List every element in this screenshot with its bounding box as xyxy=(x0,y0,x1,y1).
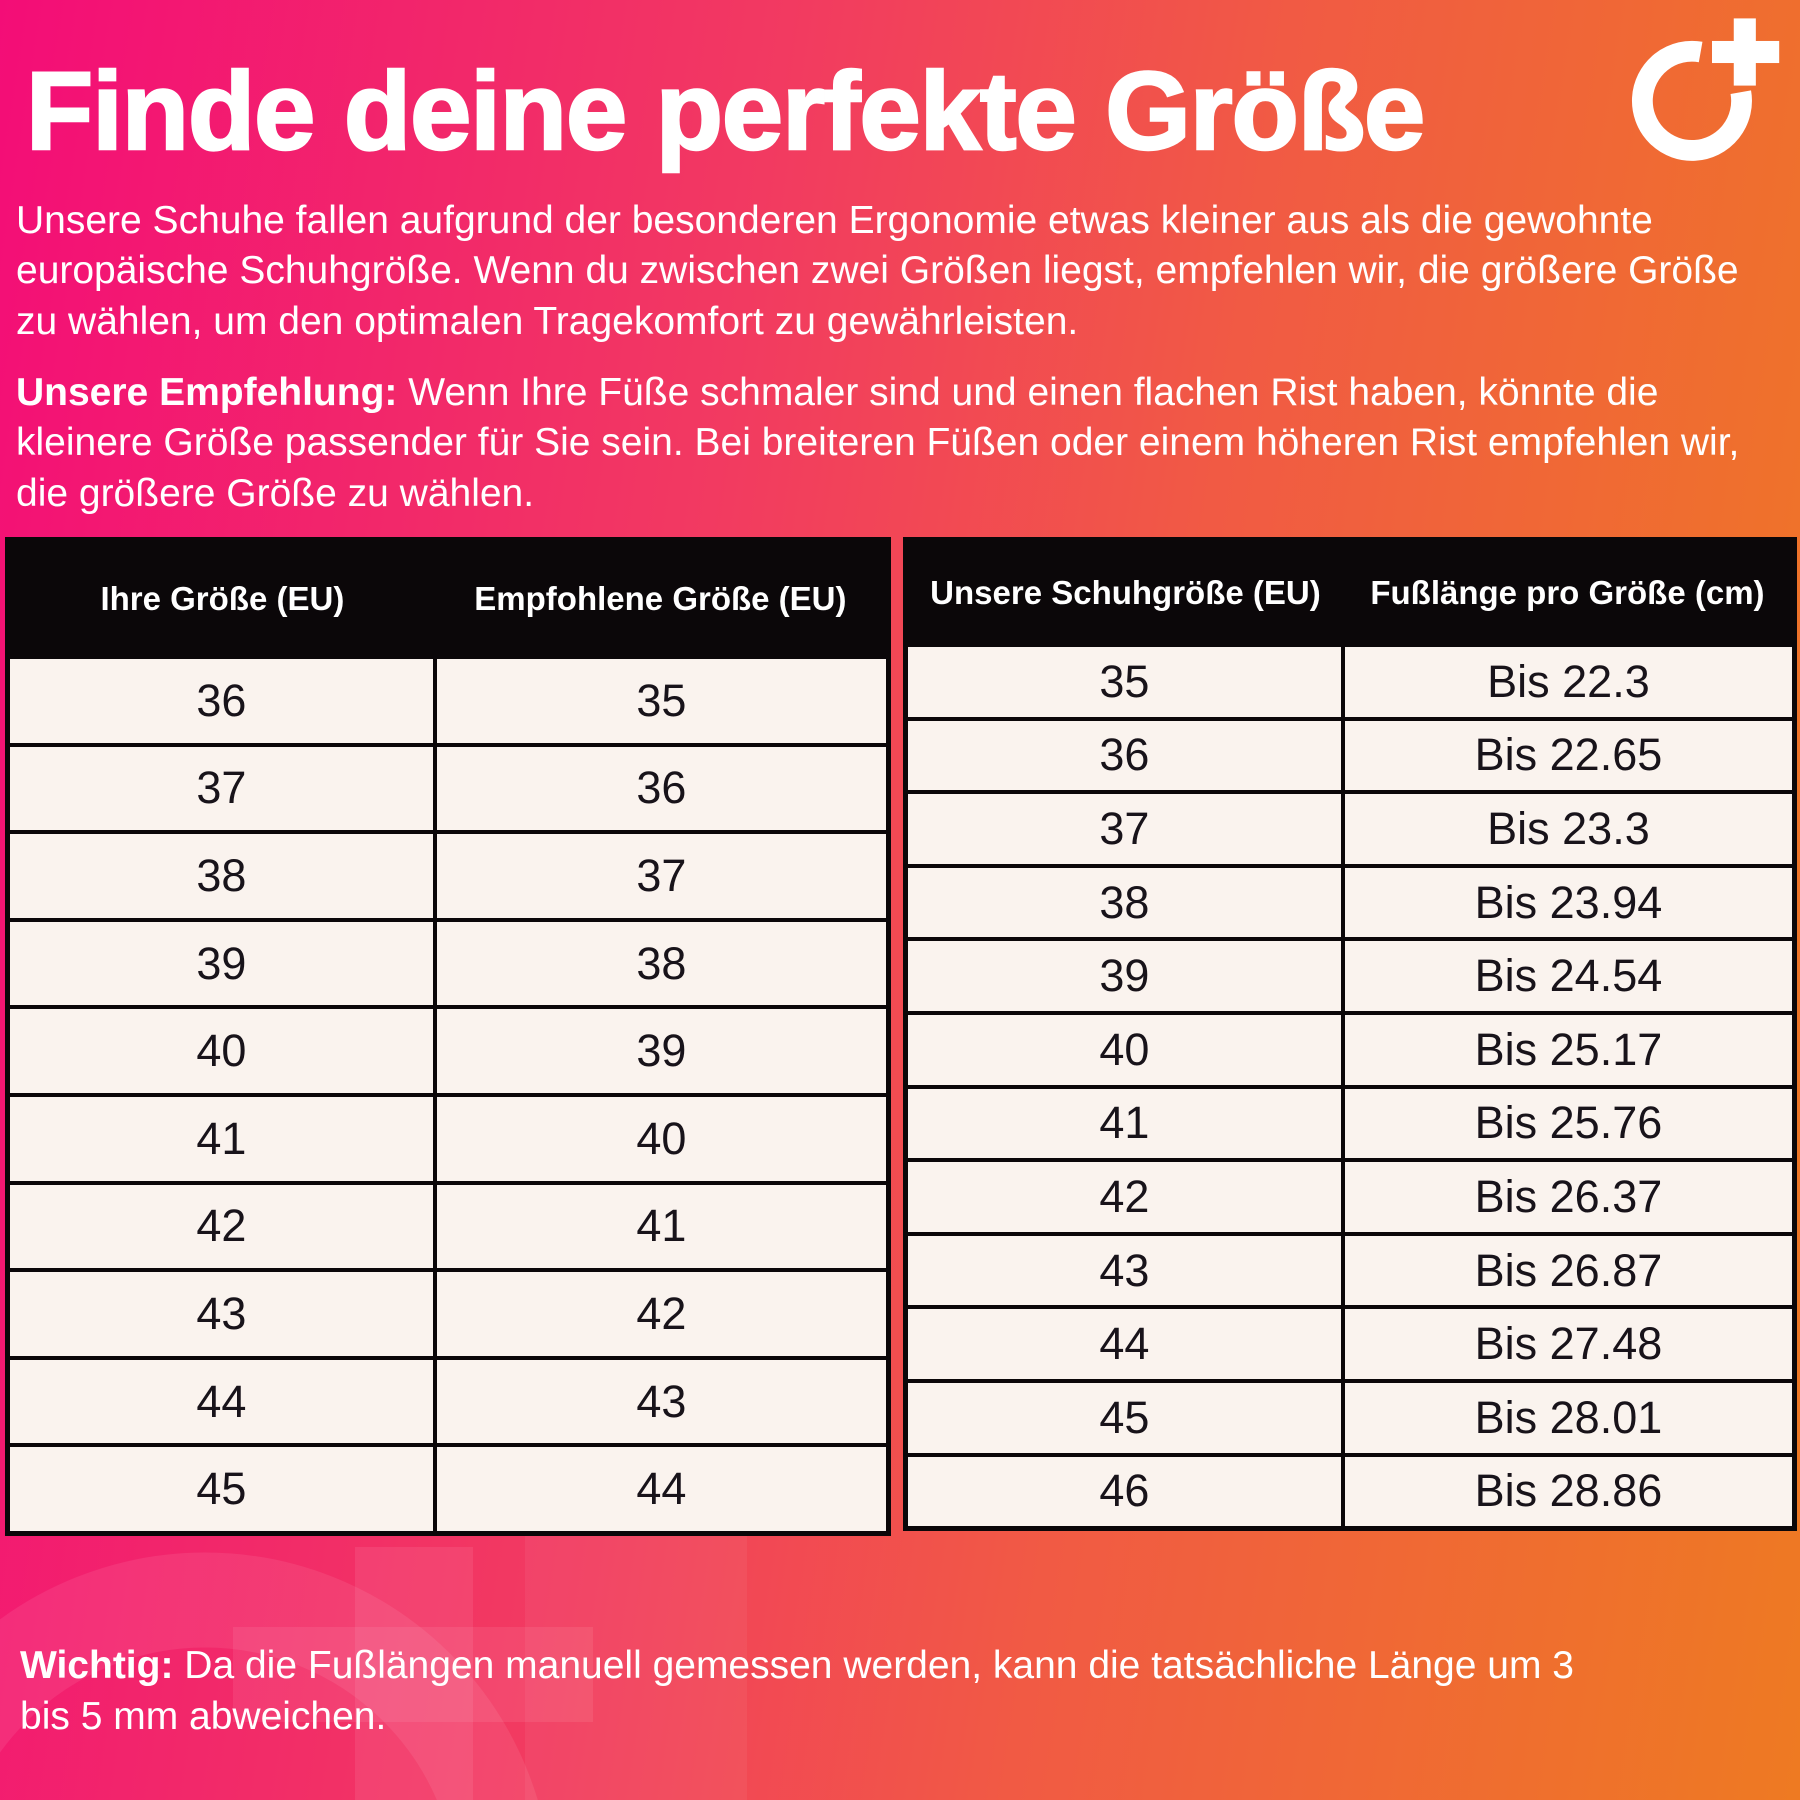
recommended-size-cell: 41 xyxy=(432,1180,891,1273)
important-note-label: Wichtig: xyxy=(20,1644,174,1687)
size-conversion-table: Ihre Größe (EU) Empfohlene Größe (EU) 36… xyxy=(5,537,891,1536)
important-note-body: Da die Fußlängen manuell gemessen werden… xyxy=(20,1644,1574,1739)
length-table-row: 41 Bis 25.76 xyxy=(903,1084,1797,1163)
recommended-size-cell: 39 xyxy=(432,1005,891,1097)
intro-text: Unsere Schuhe fallen aufgrund der besond… xyxy=(16,199,1739,343)
length-table-header-our-size: Unsere Schuhgröße (EU) xyxy=(905,539,1343,645)
length-table-row: 39 Bis 24.54 xyxy=(903,937,1797,1015)
our-size-cell: 36 xyxy=(903,716,1345,795)
foot-length-cell: Bis 25.17 xyxy=(1340,1010,1797,1089)
length-table-row: 42 Bis 26.37 xyxy=(903,1158,1797,1236)
your-size-cell: 45 xyxy=(5,1443,437,1536)
our-size-cell: 39 xyxy=(903,937,1345,1015)
length-table-row: 45 Bis 28.01 xyxy=(903,1378,1797,1457)
foot-length-cell: Bis 24.54 xyxy=(1340,937,1797,1015)
recommendation-text: Unsere Empfehlung: Wenn Ihre Füße schmal… xyxy=(16,368,1756,519)
important-note: Wichtig: Da die Fußlängen manuell gemess… xyxy=(20,1640,1600,1743)
size-table-header-row: Ihre Größe (EU) Empfohlene Größe (EU) xyxy=(7,539,889,657)
foot-length-cell: Bis 25.76 xyxy=(1340,1084,1797,1163)
recommended-size-cell: 38 xyxy=(432,917,891,1010)
our-size-cell: 35 xyxy=(903,643,1345,721)
your-size-cell: 36 xyxy=(5,655,437,747)
size-table-row: 37 36 xyxy=(5,742,891,835)
our-size-cell: 42 xyxy=(903,1158,1345,1236)
foot-length-cell: Bis 22.3 xyxy=(1340,643,1797,721)
your-size-cell: 39 xyxy=(5,917,437,1010)
page-title: Finde deine perfekte Größe xyxy=(25,49,1427,175)
your-size-cell: 40 xyxy=(5,1005,437,1097)
size-table-row: 42 41 xyxy=(5,1180,891,1273)
your-size-cell: 41 xyxy=(5,1092,437,1185)
size-table-header-your-size: Ihre Größe (EU) xyxy=(7,539,435,657)
your-size-cell: 42 xyxy=(5,1180,437,1273)
size-table-row: 39 38 xyxy=(5,917,891,1010)
our-size-cell: 44 xyxy=(903,1305,1345,1383)
length-table-row: 35 Bis 22.3 xyxy=(903,643,1797,721)
length-table-header-row: Unsere Schuhgröße (EU) Fußlänge pro Größ… xyxy=(905,539,1795,645)
size-table-row: 44 43 xyxy=(5,1355,891,1448)
your-size-cell: 43 xyxy=(5,1268,437,1360)
length-table-row: 37 Bis 23.3 xyxy=(903,790,1797,868)
foot-length-cell: Bis 28.86 xyxy=(1340,1452,1797,1531)
foot-length-cell: Bis 26.37 xyxy=(1340,1158,1797,1236)
size-table-row: 43 42 xyxy=(5,1268,891,1360)
size-table-row: 36 35 xyxy=(5,655,891,747)
length-table-row: 38 Bis 23.94 xyxy=(903,863,1797,942)
size-table-row: 41 40 xyxy=(5,1092,891,1185)
length-table-row: 43 Bis 26.87 xyxy=(903,1231,1797,1310)
recommended-size-cell: 36 xyxy=(432,742,891,835)
our-size-cell: 45 xyxy=(903,1378,1345,1457)
size-table-row: 40 39 xyxy=(5,1005,891,1097)
our-size-cell: 40 xyxy=(903,1010,1345,1089)
length-table-row: 40 Bis 25.17 xyxy=(903,1010,1797,1089)
recommended-size-cell: 35 xyxy=(432,655,891,747)
foot-length-cell: Bis 22.65 xyxy=(1340,716,1797,795)
size-table-row: 38 37 xyxy=(5,830,891,922)
your-size-cell: 44 xyxy=(5,1355,437,1448)
your-size-cell: 37 xyxy=(5,742,437,835)
size-table-row: 45 44 xyxy=(5,1443,891,1536)
size-table-header-recommended-size: Empfohlene Größe (EU) xyxy=(434,539,889,657)
recommendation-body: Wenn Ihre Füße schmaler sind und einen f… xyxy=(16,371,1740,515)
our-size-cell: 38 xyxy=(903,863,1345,942)
foot-length-cell: Bis 28.01 xyxy=(1340,1378,1797,1457)
recommendation-label: Unsere Empfehlung: xyxy=(16,371,398,414)
our-size-cell: 43 xyxy=(903,1231,1345,1310)
your-size-cell: 38 xyxy=(5,830,437,922)
length-table-row: 46 Bis 28.86 xyxy=(903,1452,1797,1531)
recommended-size-cell: 43 xyxy=(432,1355,891,1448)
recommended-size-cell: 44 xyxy=(432,1443,891,1536)
foot-length-cell: Bis 23.94 xyxy=(1340,863,1797,942)
length-table-header-foot-length: Fußlänge pro Größe (cm) xyxy=(1342,539,1795,645)
recommended-size-cell: 40 xyxy=(432,1092,891,1185)
our-size-cell: 37 xyxy=(903,790,1345,868)
length-table-row: 36 Bis 22.65 xyxy=(903,716,1797,795)
circle-plus-logo-icon xyxy=(1631,18,1780,161)
foot-length-cell: Bis 27.48 xyxy=(1340,1305,1797,1383)
length-table-row: 44 Bis 27.48 xyxy=(903,1305,1797,1383)
foot-length-cell: Bis 26.87 xyxy=(1340,1231,1797,1310)
recommended-size-cell: 42 xyxy=(432,1268,891,1360)
our-size-cell: 41 xyxy=(903,1084,1345,1163)
foot-length-table: Unsere Schuhgröße (EU) Fußlänge pro Größ… xyxy=(903,537,1797,1532)
foot-length-cell: Bis 23.3 xyxy=(1340,790,1797,868)
our-size-cell: 46 xyxy=(903,1452,1345,1531)
recommended-size-cell: 37 xyxy=(432,830,891,922)
